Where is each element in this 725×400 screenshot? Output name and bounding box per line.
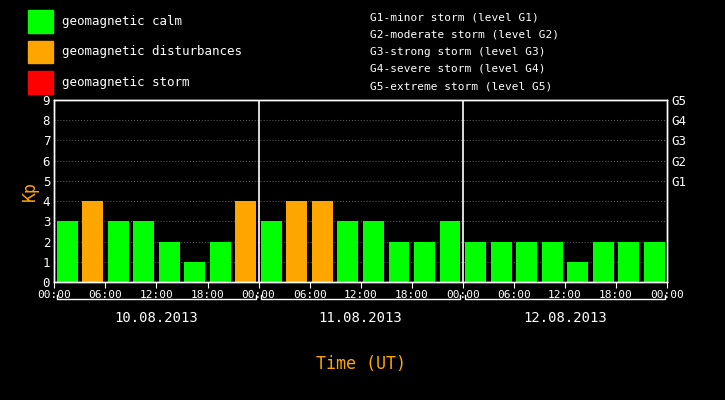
- Bar: [363, 221, 384, 282]
- Bar: [567, 262, 588, 282]
- Bar: [491, 242, 512, 282]
- Bar: [184, 262, 205, 282]
- Text: geomagnetic calm: geomagnetic calm: [62, 15, 182, 28]
- Bar: [261, 221, 282, 282]
- Text: G5-extreme storm (level G5): G5-extreme storm (level G5): [370, 81, 552, 91]
- Y-axis label: Kp: Kp: [20, 181, 38, 201]
- Bar: [28, 10, 54, 33]
- Bar: [28, 40, 54, 64]
- Bar: [57, 221, 78, 282]
- Bar: [108, 221, 128, 282]
- Text: 12.08.2013: 12.08.2013: [523, 311, 607, 325]
- Text: G1-minor storm (level G1): G1-minor storm (level G1): [370, 12, 539, 22]
- Bar: [516, 242, 537, 282]
- Bar: [286, 201, 307, 282]
- Bar: [133, 221, 154, 282]
- Text: geomagnetic storm: geomagnetic storm: [62, 76, 189, 89]
- Text: G4-severe storm (level G4): G4-severe storm (level G4): [370, 64, 545, 74]
- Text: G3-strong storm (level G3): G3-strong storm (level G3): [370, 47, 545, 57]
- Bar: [542, 242, 563, 282]
- Bar: [618, 242, 639, 282]
- Bar: [159, 242, 180, 282]
- Text: G2-moderate storm (level G2): G2-moderate storm (level G2): [370, 30, 558, 40]
- Text: Time (UT): Time (UT): [315, 355, 406, 373]
- Bar: [439, 221, 460, 282]
- Bar: [593, 242, 613, 282]
- Text: 11.08.2013: 11.08.2013: [319, 311, 402, 325]
- Text: geomagnetic disturbances: geomagnetic disturbances: [62, 46, 241, 58]
- Bar: [465, 242, 486, 282]
- Bar: [236, 201, 256, 282]
- Bar: [210, 242, 231, 282]
- Bar: [414, 242, 435, 282]
- Bar: [337, 221, 358, 282]
- Bar: [644, 242, 665, 282]
- Bar: [28, 71, 54, 94]
- Bar: [312, 201, 333, 282]
- Bar: [389, 242, 410, 282]
- Text: 10.08.2013: 10.08.2013: [115, 311, 199, 325]
- Bar: [82, 201, 103, 282]
